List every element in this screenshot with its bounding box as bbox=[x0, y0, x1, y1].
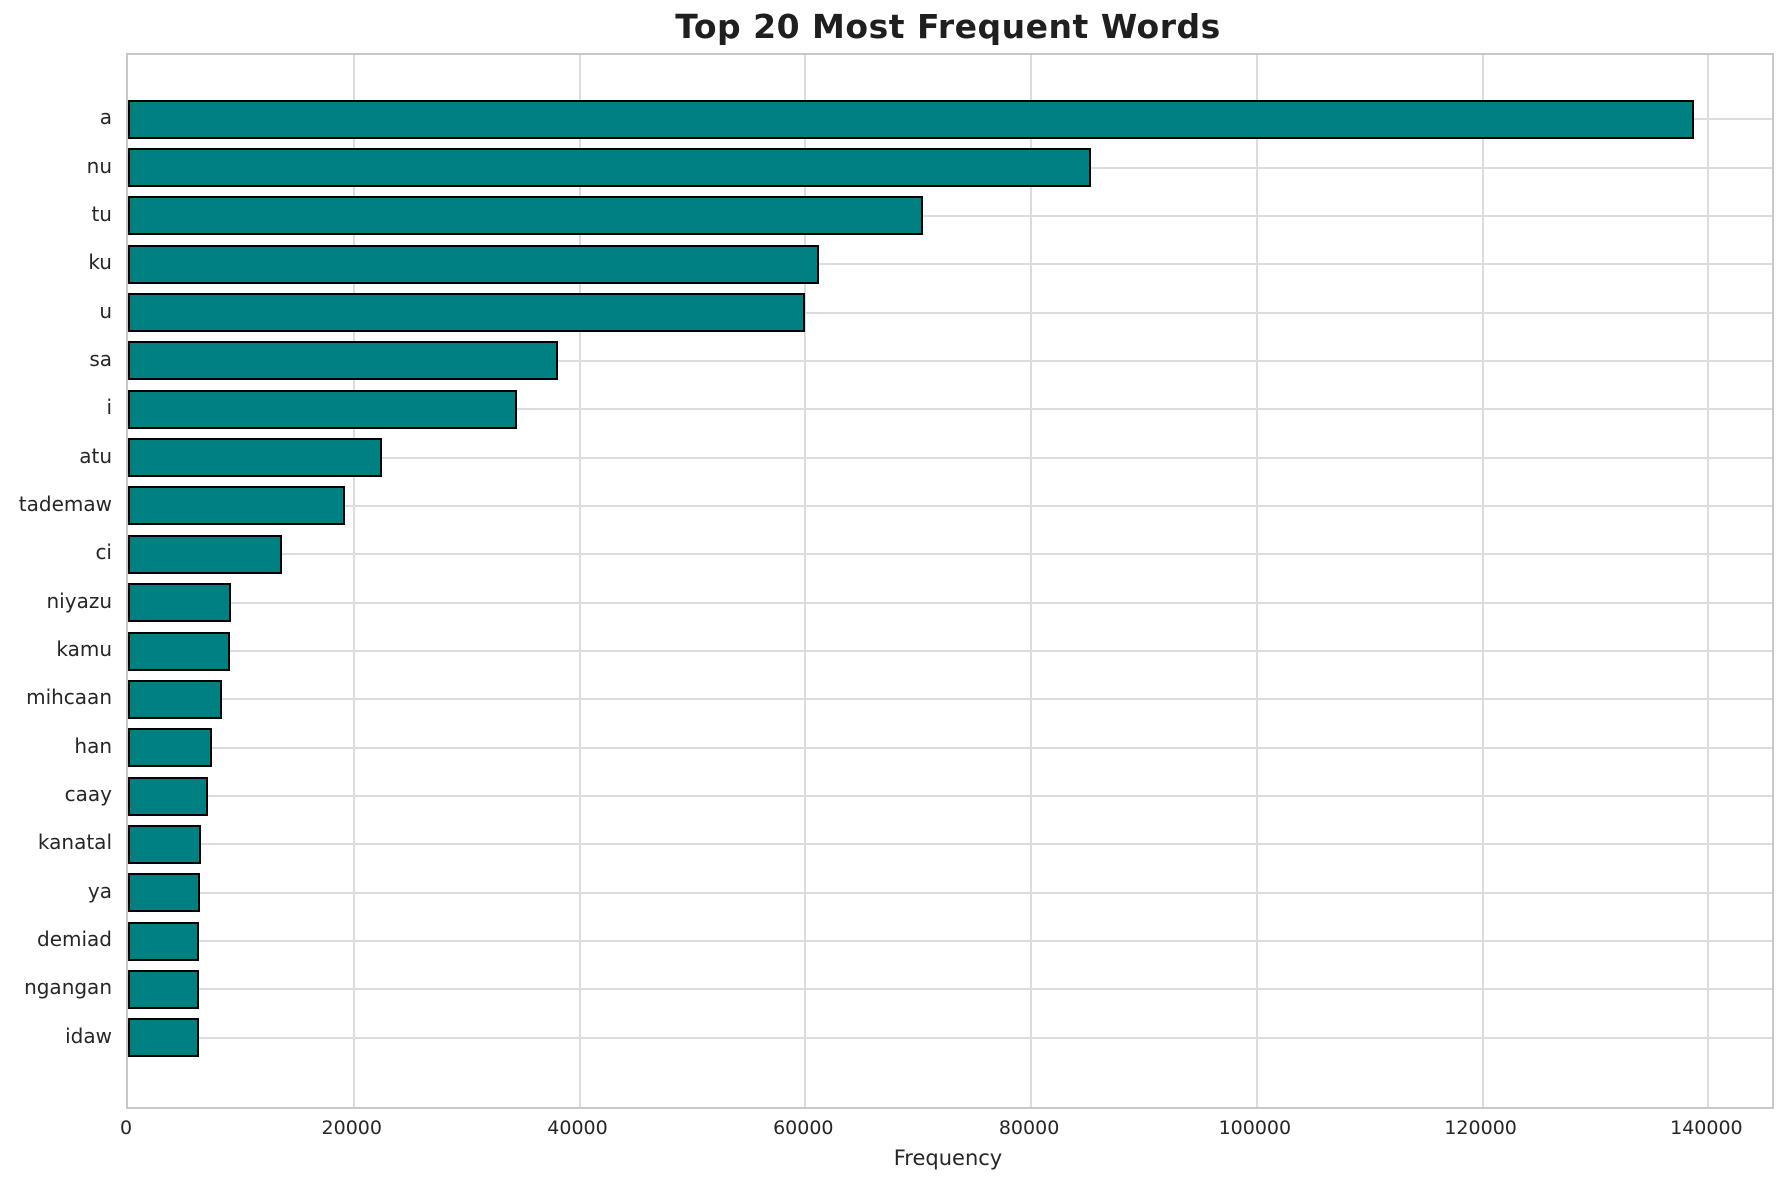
y-tick-label: kamu bbox=[56, 637, 112, 662]
bar-mihcaan bbox=[128, 679, 222, 719]
y-tick-label: ci bbox=[95, 540, 112, 565]
bar-a bbox=[128, 99, 1694, 139]
horizontal-gridline bbox=[128, 263, 1772, 266]
vertical-gridline bbox=[804, 55, 807, 1107]
y-tick-label: i bbox=[106, 395, 112, 420]
x-tick-label: 40000 bbox=[547, 1117, 608, 1139]
y-tick-label: kanatal bbox=[37, 830, 112, 855]
x-tick-label: 140000 bbox=[1670, 1117, 1743, 1139]
bar-ya bbox=[128, 873, 201, 913]
bar-kamu bbox=[128, 631, 231, 671]
bar-atu bbox=[128, 438, 382, 478]
horizontal-gridline bbox=[128, 1036, 1772, 1039]
bar-demiad bbox=[128, 921, 200, 961]
horizontal-gridline bbox=[128, 650, 1772, 653]
y-tick-label: ku bbox=[88, 250, 112, 275]
horizontal-gridline bbox=[128, 214, 1772, 217]
y-tick-label: tu bbox=[91, 201, 112, 226]
vertical-gridline bbox=[578, 55, 581, 1107]
bar-u bbox=[128, 293, 806, 333]
bar-ci bbox=[128, 534, 282, 574]
x-tick-label: 120000 bbox=[1444, 1117, 1517, 1139]
horizontal-gridline bbox=[128, 601, 1772, 604]
vertical-gridline bbox=[1030, 55, 1033, 1107]
vertical-gridline bbox=[1481, 55, 1484, 1107]
x-tick-label: 80000 bbox=[998, 1117, 1060, 1139]
horizontal-gridline bbox=[128, 746, 1772, 749]
bar-idaw bbox=[128, 1018, 199, 1058]
y-tick-label: nu bbox=[86, 153, 112, 178]
bar-nu bbox=[128, 148, 1091, 188]
y-tick-label: sa bbox=[89, 346, 112, 371]
bar-sa bbox=[128, 341, 559, 381]
x-tick-label: 0 bbox=[119, 1117, 133, 1139]
x-tick-label: 20000 bbox=[321, 1117, 382, 1139]
y-tick-label: mihcaan bbox=[26, 685, 112, 710]
horizontal-gridline bbox=[128, 988, 1772, 991]
y-tick-label: ya bbox=[87, 878, 112, 903]
x-tick-label: 100000 bbox=[1218, 1117, 1292, 1139]
bar-han bbox=[128, 728, 212, 768]
bar-ngangan bbox=[128, 969, 199, 1009]
horizontal-gridline bbox=[128, 553, 1772, 556]
bar-kanatal bbox=[128, 824, 201, 864]
horizontal-gridline bbox=[128, 408, 1772, 411]
chart-title: Top 20 Most Frequent Words bbox=[675, 7, 1221, 46]
bar-tademaw bbox=[128, 486, 345, 526]
horizontal-gridline bbox=[128, 698, 1772, 701]
bar-ku bbox=[128, 244, 819, 284]
vertical-gridline bbox=[1707, 55, 1710, 1107]
x-axis-label: Frequency bbox=[893, 1146, 1003, 1170]
horizontal-gridline bbox=[128, 311, 1772, 314]
horizontal-gridline bbox=[128, 940, 1772, 943]
y-tick-label: a bbox=[99, 105, 112, 130]
y-tick-label: demiad bbox=[37, 927, 112, 952]
horizontal-gridline bbox=[128, 456, 1772, 459]
y-tick-label: atu bbox=[79, 443, 112, 468]
bar-caay bbox=[128, 776, 209, 816]
y-tick-label: niyazu bbox=[46, 588, 113, 613]
x-tick-label: 60000 bbox=[773, 1117, 834, 1139]
horizontal-gridline bbox=[128, 795, 1772, 798]
horizontal-gridline bbox=[128, 891, 1772, 894]
horizontal-gridline bbox=[128, 843, 1772, 846]
y-tick-label: han bbox=[74, 733, 112, 758]
y-tick-label: tademaw bbox=[18, 491, 112, 516]
y-tick-label: idaw bbox=[65, 1023, 112, 1048]
bar-niyazu bbox=[128, 583, 231, 623]
bar-i bbox=[128, 389, 518, 429]
bar-tu bbox=[128, 196, 923, 236]
y-tick-label: ngangan bbox=[24, 975, 112, 1000]
y-tick-label: caay bbox=[64, 782, 112, 807]
plot-area bbox=[126, 53, 1774, 1109]
horizontal-gridline bbox=[128, 359, 1772, 362]
y-tick-label: u bbox=[99, 298, 112, 323]
vertical-gridline bbox=[1255, 55, 1258, 1107]
horizontal-gridline bbox=[128, 504, 1772, 507]
vertical-gridline bbox=[352, 55, 355, 1107]
